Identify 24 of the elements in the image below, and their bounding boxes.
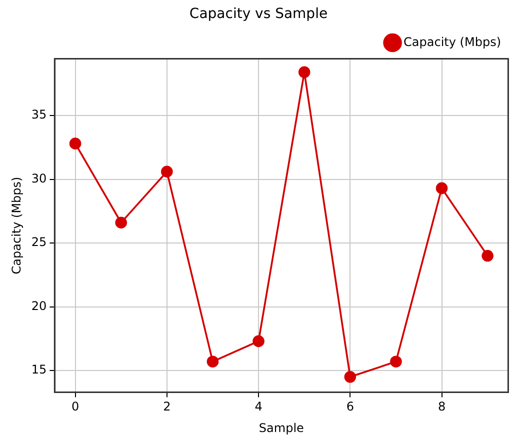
x-tick-label: 0 <box>71 400 80 414</box>
x-tick-label: 6 <box>346 400 354 414</box>
point <box>390 356 402 368</box>
y-tick-label: 15 <box>31 362 47 377</box>
legend-label: Capacity (Mbps) <box>404 34 502 49</box>
point <box>115 216 127 229</box>
x-tick-label: 2 <box>163 400 171 414</box>
point <box>436 182 448 194</box>
y-axis-title: Capacity (Mbps) <box>9 176 24 274</box>
chart-title: Capacity vs Sample <box>189 6 328 22</box>
point <box>206 356 219 368</box>
y-tick-label: 35 <box>31 108 47 122</box>
point <box>298 66 310 78</box>
y-tick-label: 30 <box>31 171 47 186</box>
x-axis-title: Sample <box>258 420 304 435</box>
point <box>344 371 356 383</box>
x-tick-label: 4 <box>254 400 262 414</box>
point <box>482 250 494 262</box>
y-tick-label: 20 <box>31 298 47 313</box>
point <box>252 335 264 348</box>
point <box>69 138 82 150</box>
x-tick-label: 8 <box>438 400 446 414</box>
point <box>161 166 173 178</box>
y-tick-label: 25 <box>31 235 47 250</box>
